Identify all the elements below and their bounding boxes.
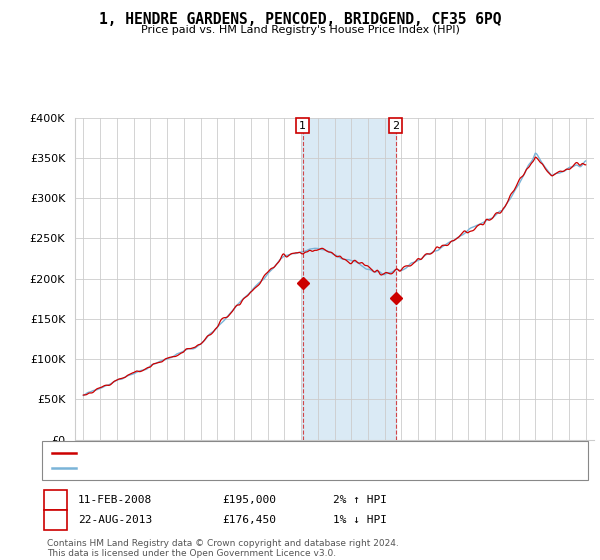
Text: Price paid vs. HM Land Registry's House Price Index (HPI): Price paid vs. HM Land Registry's House … (140, 25, 460, 35)
Text: £195,000: £195,000 (222, 495, 276, 505)
Text: 1% ↓ HPI: 1% ↓ HPI (333, 515, 387, 525)
Text: 1: 1 (52, 495, 59, 505)
Text: HPI: Average price, detached house, Bridgend: HPI: Average price, detached house, Brid… (80, 463, 310, 473)
Text: 1: 1 (299, 120, 306, 130)
Text: 2: 2 (392, 120, 399, 130)
Text: 22-AUG-2013: 22-AUG-2013 (78, 515, 152, 525)
Text: 11-FEB-2008: 11-FEB-2008 (78, 495, 152, 505)
Text: £176,450: £176,450 (222, 515, 276, 525)
Text: 1, HENDRE GARDENS, PENCOED, BRIDGEND, CF35 6PQ (detached house): 1, HENDRE GARDENS, PENCOED, BRIDGEND, CF… (80, 448, 447, 458)
Text: 1, HENDRE GARDENS, PENCOED, BRIDGEND, CF35 6PQ: 1, HENDRE GARDENS, PENCOED, BRIDGEND, CF… (99, 12, 501, 27)
Text: Contains HM Land Registry data © Crown copyright and database right 2024.
This d: Contains HM Land Registry data © Crown c… (47, 539, 398, 558)
Text: 2% ↑ HPI: 2% ↑ HPI (333, 495, 387, 505)
Bar (302, 118, 397, 440)
Text: 2: 2 (52, 515, 59, 525)
